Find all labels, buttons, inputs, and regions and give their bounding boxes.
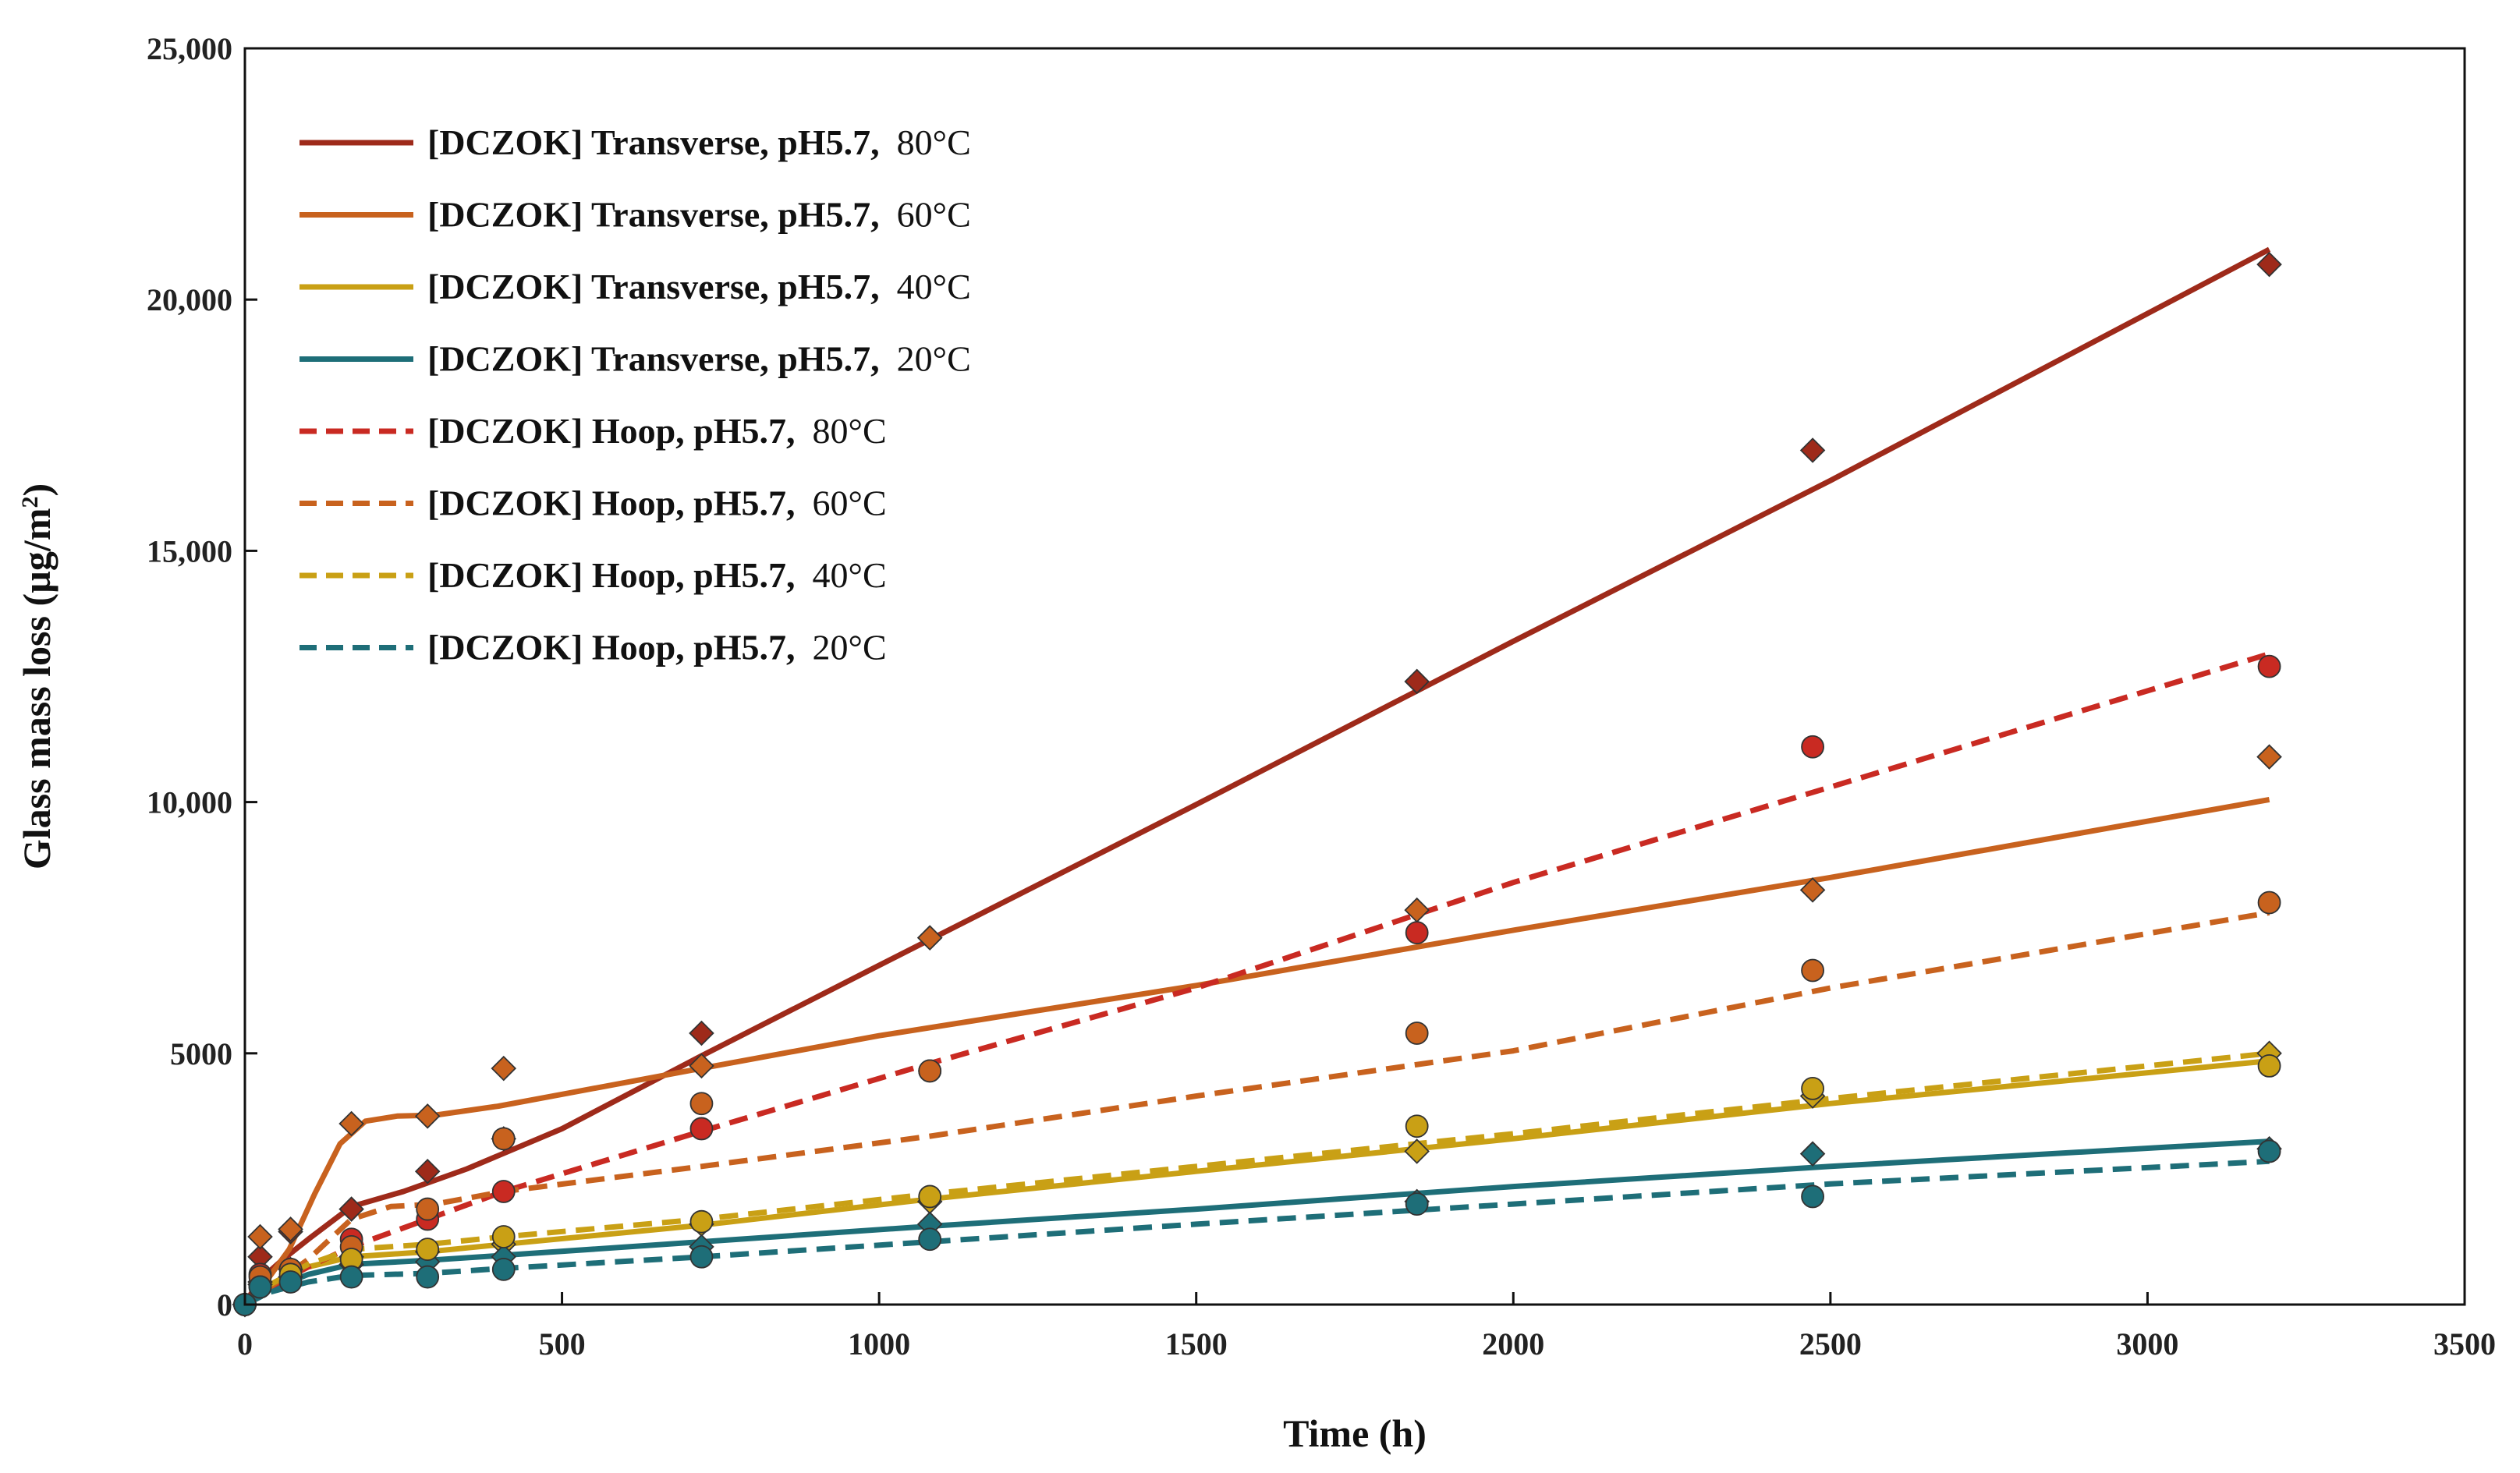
x-tick-label: 3500: [2433, 1326, 2496, 1361]
data-point-diamond-series-2: [1404, 1138, 1430, 1164]
y-tick-label: 20,000: [147, 282, 232, 317]
legend-label-main: [DCZOK] Hoop, pH5.7,: [427, 483, 796, 523]
legend-label-main: [DCZOK] Transverse, pH5.7,: [427, 195, 880, 235]
x-tick-label: 500: [539, 1326, 586, 1361]
legend-label-temperature: 60°C: [813, 483, 887, 523]
data-point-circle-series-7: [689, 1245, 714, 1269]
data-point-circle-series-7: [248, 1275, 272, 1299]
data-point-circle-series-4: [1405, 921, 1429, 945]
legend-label-temperature: 80°C: [813, 411, 887, 451]
legend-label-main: [DCZOK] Hoop, pH5.7,: [427, 628, 796, 667]
y-tick-label: 15,000: [147, 533, 232, 568]
x-axis-title: Time (h): [1283, 1411, 1427, 1455]
legend-label-main: [DCZOK] Hoop, pH5.7,: [427, 555, 796, 595]
data-point-circle-series-7: [1405, 1192, 1429, 1216]
axis-ticks: 0 5000 10,000 15,000 20,000 25,000 0 500 1000 150…: [147, 31, 2496, 1361]
data-point-diamond-series-1: [1799, 877, 1826, 903]
data-point-diamond-series-1: [278, 1216, 303, 1242]
data-point-circle-series-6: [416, 1238, 440, 1262]
legend-label-2: [DCZOK] Transverse, pH5.7, 40°C: [427, 267, 971, 306]
legend-label-temperature: 40°C: [813, 555, 887, 595]
data-point-circle-series-5: [918, 1059, 942, 1083]
data-point-diamond-series-1: [247, 1223, 273, 1250]
y-tick-label: 10,000: [147, 785, 232, 820]
y-axis-title: Glass mass loss (µg/m2): [15, 483, 58, 869]
y-axis-title-superscript: 2: [17, 497, 43, 508]
data-point-diamond-series-0: [1799, 437, 1826, 463]
legend-label-main: [DCZOK] Hoop, pH5.7,: [427, 411, 796, 451]
legend-label-4: [DCZOK] Hoop, pH5.7, 80°C: [427, 411, 887, 451]
legend: [DCZOK] Transverse, pH5.7, 80°C[DCZOK] Tr…: [299, 122, 971, 667]
data-point-diamond-series-0: [414, 1158, 441, 1184]
data-point-diamond-series-1: [414, 1103, 441, 1129]
x-tick-label: 1500: [1165, 1326, 1228, 1361]
data-point-circle-series-6: [689, 1209, 714, 1234]
data-point-circle-series-7: [339, 1265, 363, 1289]
data-markers: [232, 251, 2282, 1318]
data-point-diamond-series-0: [1404, 668, 1430, 695]
legend-label-temperature: 20°C: [897, 339, 971, 379]
legend-label-6: [DCZOK] Hoop, pH5.7, 40°C: [427, 555, 887, 595]
y-tick-label: 0: [217, 1287, 232, 1323]
plot-area-frame: [243, 47, 2466, 1306]
data-point-circle-series-7: [918, 1227, 942, 1252]
y-tick-label: 5000: [170, 1036, 232, 1071]
data-point-circle-series-7: [1801, 1184, 1824, 1209]
legend-label-0: [DCZOK] Transverse, pH5.7, 80°C: [427, 122, 971, 162]
y-axis-title-tail: ): [15, 483, 58, 497]
data-point-circle-series-7: [278, 1270, 303, 1294]
data-point-diamond-series-1: [491, 1055, 517, 1082]
data-point-circle-series-5: [2257, 891, 2281, 915]
data-point-circle-series-7: [2257, 1139, 2281, 1163]
data-point-diamond-series-0: [338, 1196, 364, 1222]
legend-label-temperature: 40°C: [897, 267, 971, 306]
data-point-circle-series-4: [2257, 654, 2281, 678]
data-point-diamond-series-0: [689, 1020, 714, 1046]
y-tick-label: 25,000: [147, 31, 232, 66]
data-point-diamond-series-0: [2256, 251, 2282, 278]
legend-label-7: [DCZOK] Hoop, pH5.7, 20°C: [427, 628, 887, 667]
data-point-circle-series-5: [491, 1127, 516, 1151]
legend-label-3: [DCZOK] Transverse, pH5.7, 20°C: [427, 339, 971, 379]
data-point-diamond-series-1: [338, 1110, 364, 1137]
data-point-circle-series-4: [491, 1180, 516, 1203]
data-point-circle-series-6: [918, 1184, 942, 1209]
data-point-circle-series-4: [1801, 735, 1824, 759]
legend-label-main: [DCZOK] Transverse, pH5.7,: [427, 339, 880, 379]
legend-label-main: [DCZOK] Transverse, pH5.7,: [427, 122, 880, 162]
data-point-diamond-series-1: [689, 1053, 714, 1079]
data-point-circle-series-6: [2257, 1054, 2281, 1078]
data-point-diamond-series-1: [916, 925, 943, 951]
data-point-diamond-series-3: [1799, 1141, 1826, 1167]
data-point-circle-series-6: [1801, 1077, 1824, 1100]
legend-label-5: [DCZOK] Hoop, pH5.7, 60°C: [427, 483, 887, 523]
legend-label-main: [DCZOK] Transverse, pH5.7,: [427, 267, 880, 306]
legend-label-temperature: 80°C: [897, 122, 971, 162]
y-axis-title-main: Glass mass loss (µg/m: [15, 508, 58, 870]
x-tick-label: 2500: [1799, 1326, 1862, 1361]
data-point-circle-series-7: [416, 1265, 440, 1289]
legend-label-1: [DCZOK] Transverse, pH5.7, 60°C: [427, 195, 971, 235]
data-point-circle-series-5: [1405, 1022, 1429, 1045]
legend-label-temperature: 20°C: [813, 628, 887, 667]
data-point-circle-series-5: [1801, 958, 1824, 983]
data-point-circle-series-6: [491, 1225, 516, 1248]
x-tick-label: 0: [237, 1326, 253, 1361]
x-tick-label: 2000: [1482, 1326, 1544, 1361]
data-point-diamond-series-1: [2256, 744, 2282, 770]
data-point-circle-series-5: [689, 1092, 714, 1116]
data-point-circle-series-5: [416, 1197, 440, 1221]
legend-label-temperature: 60°C: [897, 195, 971, 235]
data-point-circle-series-4: [689, 1117, 714, 1141]
x-tick-label: 1000: [848, 1326, 910, 1361]
x-tick-label: 3000: [2116, 1326, 2178, 1361]
data-point-circle-series-7: [491, 1257, 516, 1281]
data-point-circle-series-6: [1405, 1114, 1429, 1138]
